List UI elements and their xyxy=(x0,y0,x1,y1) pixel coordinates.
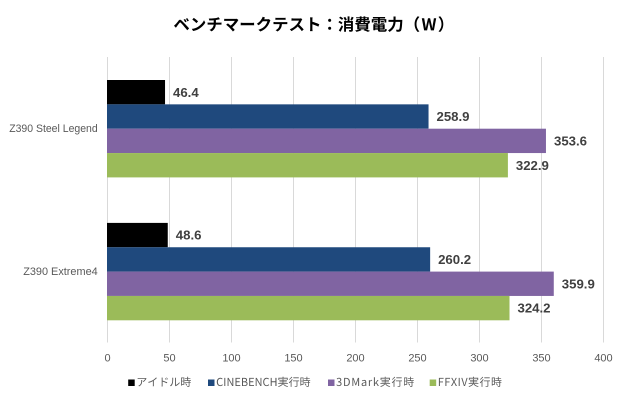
svg-text:100: 100 xyxy=(222,353,240,365)
svg-text:200: 200 xyxy=(346,353,364,365)
svg-text:324.2: 324.2 xyxy=(518,301,551,316)
svg-text:260.2: 260.2 xyxy=(438,252,471,267)
svg-text:250: 250 xyxy=(408,353,426,365)
svg-text:50: 50 xyxy=(163,353,175,365)
svg-text:258.9: 258.9 xyxy=(437,109,470,124)
svg-text:Z390 Extreme4: Z390 Extreme4 xyxy=(23,266,98,278)
svg-text:46.4: 46.4 xyxy=(173,85,199,100)
svg-text:150: 150 xyxy=(284,353,302,365)
svg-text:322.9: 322.9 xyxy=(516,158,549,173)
svg-text:0: 0 xyxy=(104,353,110,365)
svg-text:350: 350 xyxy=(532,353,550,365)
svg-text:Z390 Steel Legend: Z390 Steel Legend xyxy=(9,123,98,135)
svg-text:400: 400 xyxy=(594,353,612,365)
svg-text:359.9: 359.9 xyxy=(562,276,595,291)
svg-text:353.6: 353.6 xyxy=(554,134,587,149)
svg-text:48.6: 48.6 xyxy=(176,228,202,243)
svg-text:300: 300 xyxy=(470,353,488,365)
